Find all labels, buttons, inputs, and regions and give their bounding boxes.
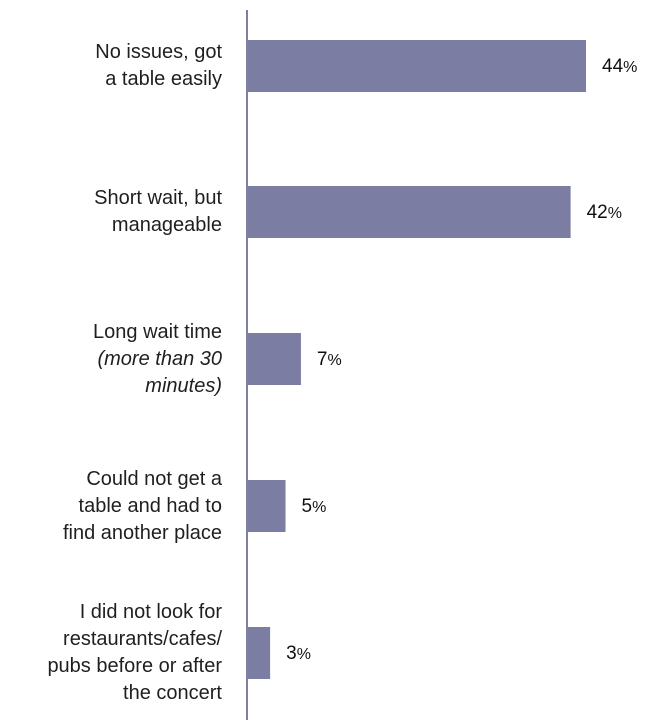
value-label-1: 42% — [587, 201, 622, 225]
category-label-line: the concert — [123, 682, 222, 704]
category-label-line: Long wait time — [93, 320, 222, 343]
category-label-line: a table easily — [105, 68, 222, 90]
bars-group — [247, 40, 586, 679]
category-label-line: find another place — [62, 521, 222, 544]
category-label-line: Could not get a — [86, 467, 222, 490]
category-label-3: Could not get a table and had to find anot… — [0, 466, 222, 547]
value-label-4: 3% — [286, 642, 311, 666]
value-number: 42 — [586, 202, 608, 223]
value-suffix: % — [312, 499, 327, 516]
category-label-2: Long wait time (more than 30 minutes) — [0, 319, 222, 400]
category-label-line: I did not look for — [79, 601, 222, 623]
value-suffix: % — [296, 646, 311, 663]
category-label-1: Short wait, but manageable — [0, 185, 222, 239]
category-label-line: manageable — [111, 214, 222, 236]
category-label-line: Short wait, but — [94, 187, 222, 209]
bar-4 — [247, 627, 271, 679]
category-label-4: I did not look for restaurants/cafes/pubs… — [0, 599, 222, 707]
category-label-line: No issues, got — [95, 41, 222, 63]
category-label-line: restaurants/cafes/ — [63, 628, 222, 650]
category-label-line: table and had to — [78, 494, 222, 517]
bar-2 — [247, 333, 301, 385]
bar-1 — [247, 186, 571, 238]
value-number: 7 — [316, 349, 328, 370]
value-suffix: % — [623, 59, 638, 76]
value-label-3: 5% — [302, 495, 327, 519]
category-label-line: (more than 30 — [97, 347, 222, 370]
value-label-2: 7% — [317, 348, 342, 372]
value-suffix: % — [607, 205, 622, 222]
value-label-0: 44% — [602, 55, 637, 79]
value-number: 3 — [286, 643, 297, 664]
value-number: 44 — [602, 56, 624, 77]
category-label-line: minutes) — [145, 374, 222, 397]
value-suffix: % — [327, 352, 342, 369]
category-label-0: No issues, got a table easily — [0, 39, 222, 93]
bar-3 — [247, 480, 286, 532]
category-label-line: pubs before or after — [47, 655, 222, 677]
value-number: 5 — [301, 496, 313, 517]
bar-0 — [247, 40, 586, 92]
